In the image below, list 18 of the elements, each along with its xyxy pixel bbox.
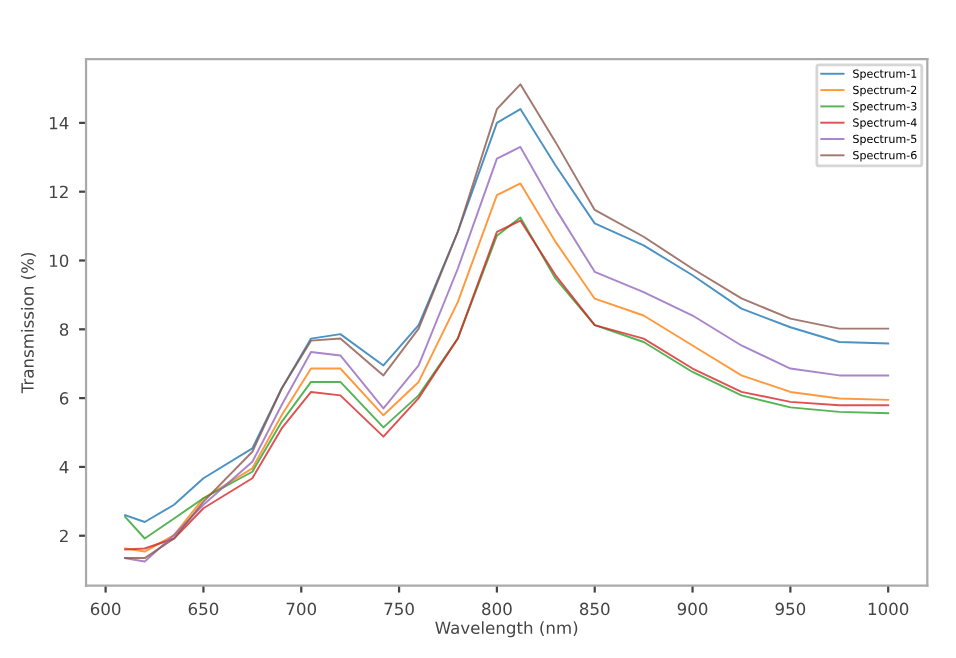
y-tick-label: 10 [50, 254, 69, 268]
x-tick-label: 800 [482, 602, 512, 616]
x-tick-label: 950 [775, 602, 806, 616]
y-tick-label: 12 [50, 185, 68, 199]
x-tick-label: 1000 [868, 602, 909, 616]
x-axis-title: Wavelength (nm) [435, 621, 578, 638]
x-tick-label: 600 [90, 602, 121, 616]
x-tick-label: 700 [286, 602, 317, 616]
x-tick-label: 650 [188, 602, 219, 616]
y-tick-label: 2 [59, 529, 68, 543]
x-tick-label: 850 [579, 602, 610, 616]
y-axis-title: Transmission (%) [20, 252, 36, 394]
y-tick-label: 14 [50, 117, 69, 130]
x-tick-label: 900 [677, 602, 708, 616]
y-tick-label: 8 [59, 323, 69, 336]
y-tick-label: 6 [59, 392, 69, 405]
x-tick-label: 750 [384, 602, 414, 616]
y-tick-label: 4 [59, 461, 69, 474]
